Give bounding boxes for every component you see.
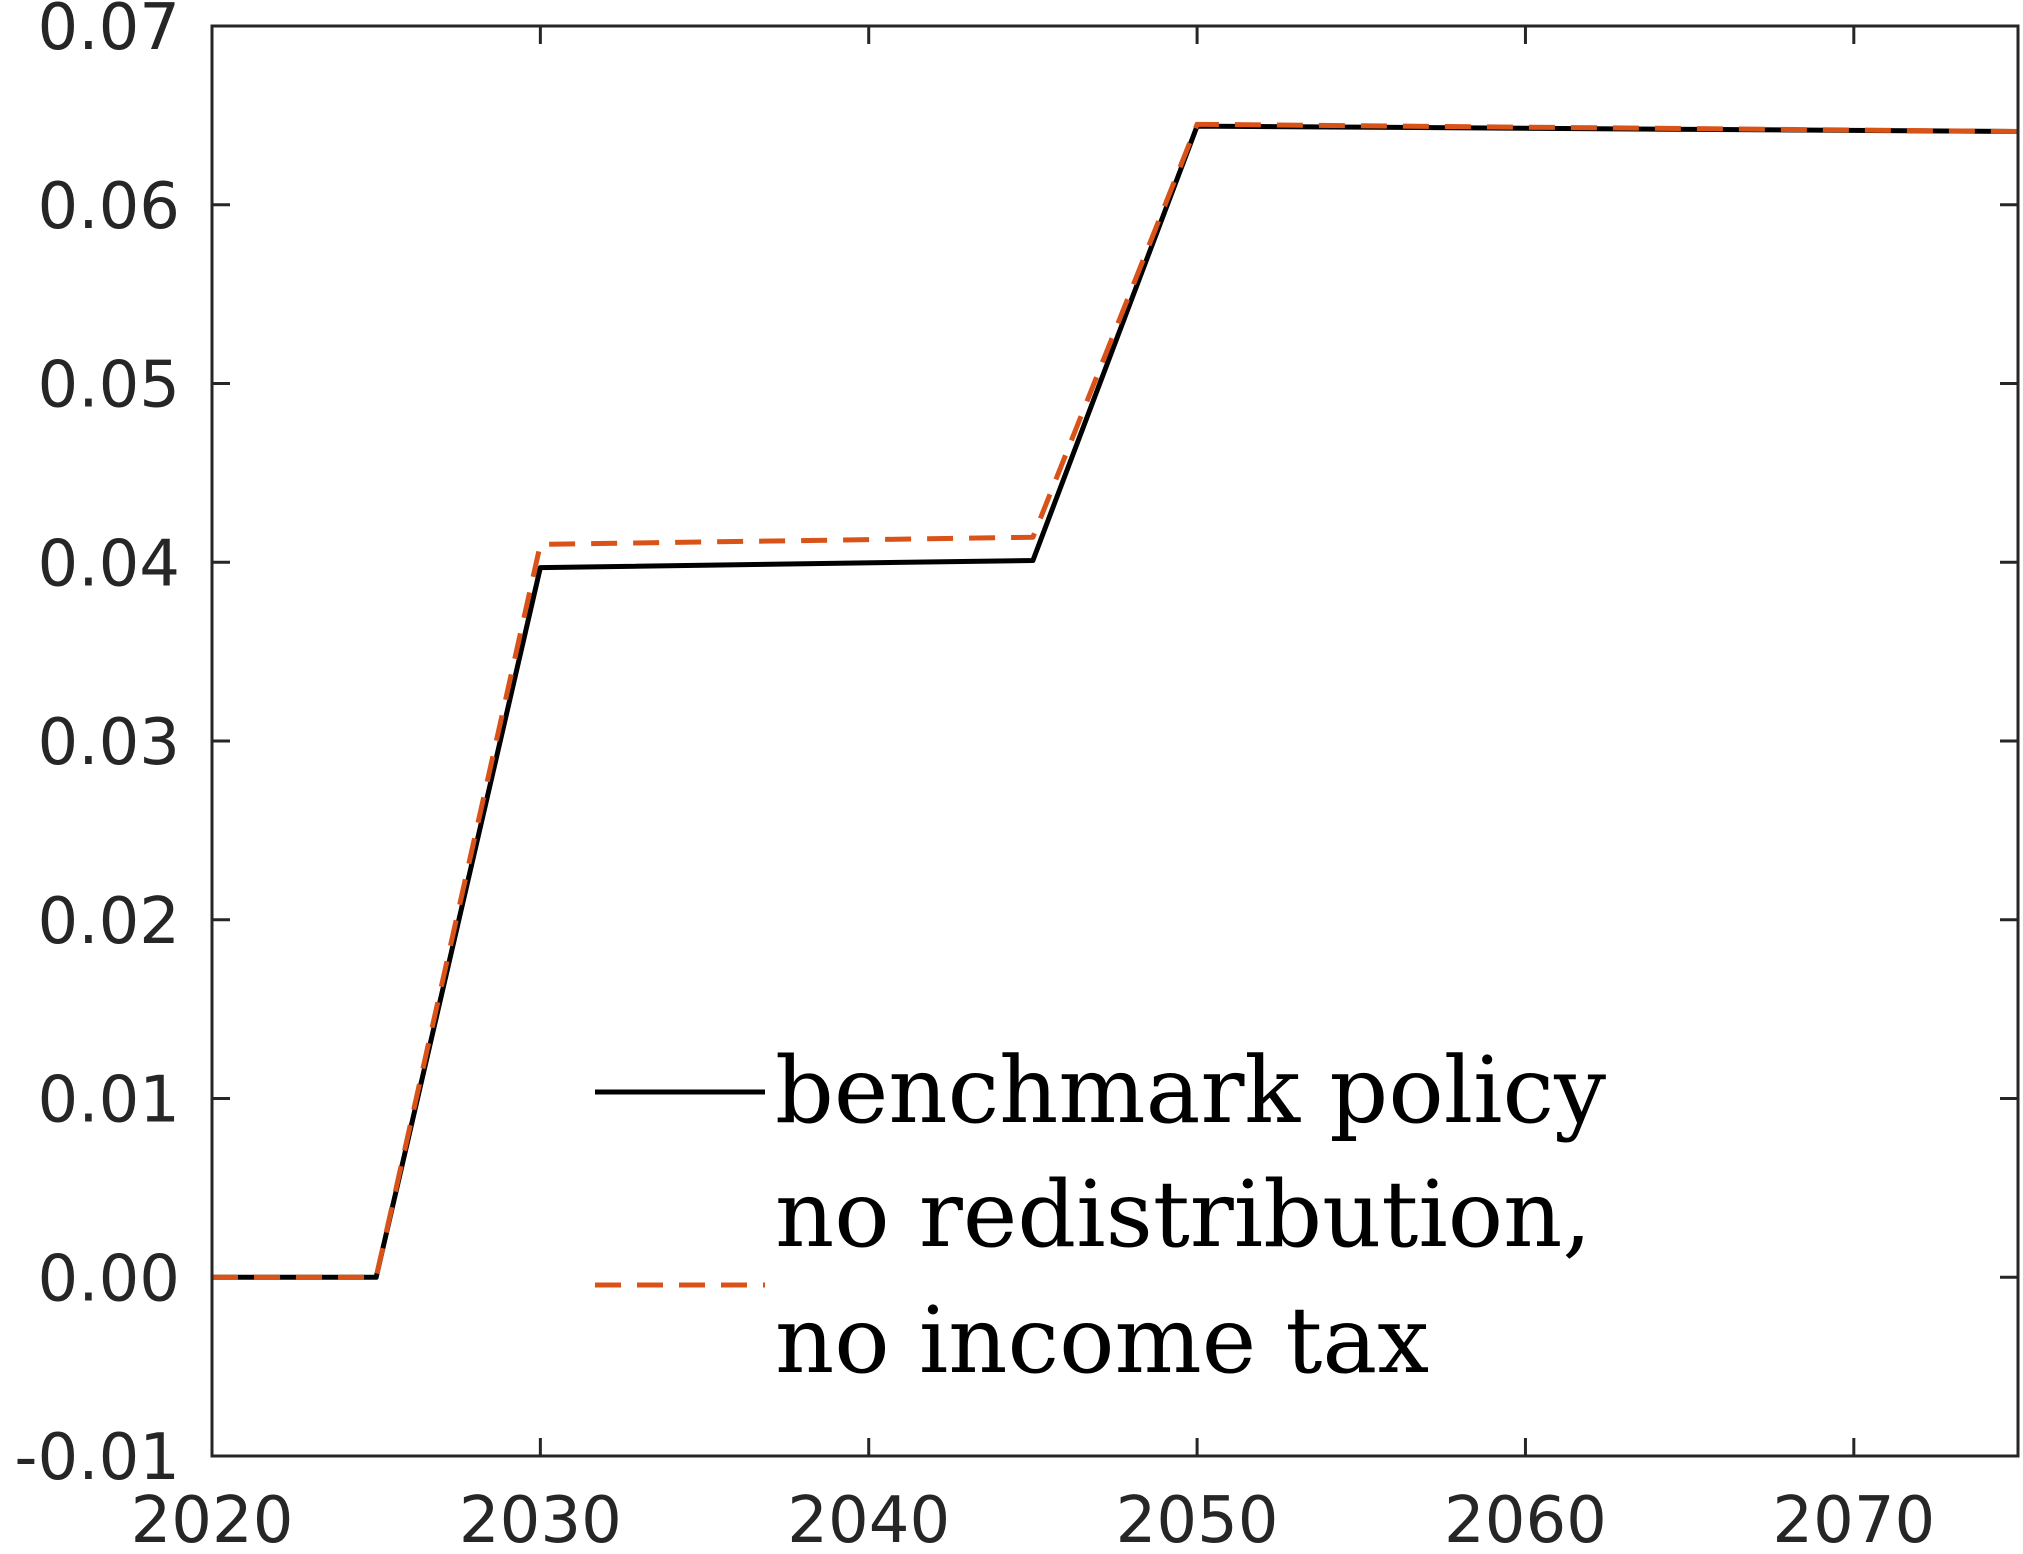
plot-area <box>212 26 2018 1456</box>
y-tick-label: 0.00 <box>38 1242 181 1316</box>
x-tick-label: 2030 <box>459 1484 622 1554</box>
legend-label-no-redistribution-line1: no redistribution, <box>775 1161 1592 1268</box>
plot-frame <box>210 24 2020 1458</box>
y-tick-label: 0.03 <box>38 706 181 780</box>
x-tick-label: 2060 <box>1444 1484 1607 1554</box>
x-tick-label: 2070 <box>1772 1484 1935 1554</box>
y-tick-label: 0.05 <box>38 349 181 423</box>
y-tick-label: 0.02 <box>38 885 181 959</box>
legend-label-no-redistribution-line2: no income tax <box>775 1287 1429 1394</box>
series-layer <box>212 121 2019 1280</box>
y-tick-label: 0.01 <box>38 1064 181 1138</box>
legend: benchmark policy no redistribution, no i… <box>595 1037 1606 1394</box>
x-tick-label: 2040 <box>787 1484 950 1554</box>
axis-tick-labels: 2020 2030 2040 2050 2060 2070 -0.01 0.00 0.01 0.0… <box>14 0 1935 1554</box>
x-tick-label: 2050 <box>1116 1484 1279 1554</box>
y-tick-label: 0.06 <box>38 170 181 244</box>
y-tick-label: 0.07 <box>38 0 181 65</box>
series-line-1 <box>212 121 2019 1280</box>
y-tick-label: 0.04 <box>38 527 181 601</box>
x-tick-label: 2020 <box>131 1484 294 1554</box>
y-tick-label: -0.01 <box>14 1421 180 1495</box>
legend-label-benchmark-policy: benchmark policy <box>775 1037 1606 1144</box>
